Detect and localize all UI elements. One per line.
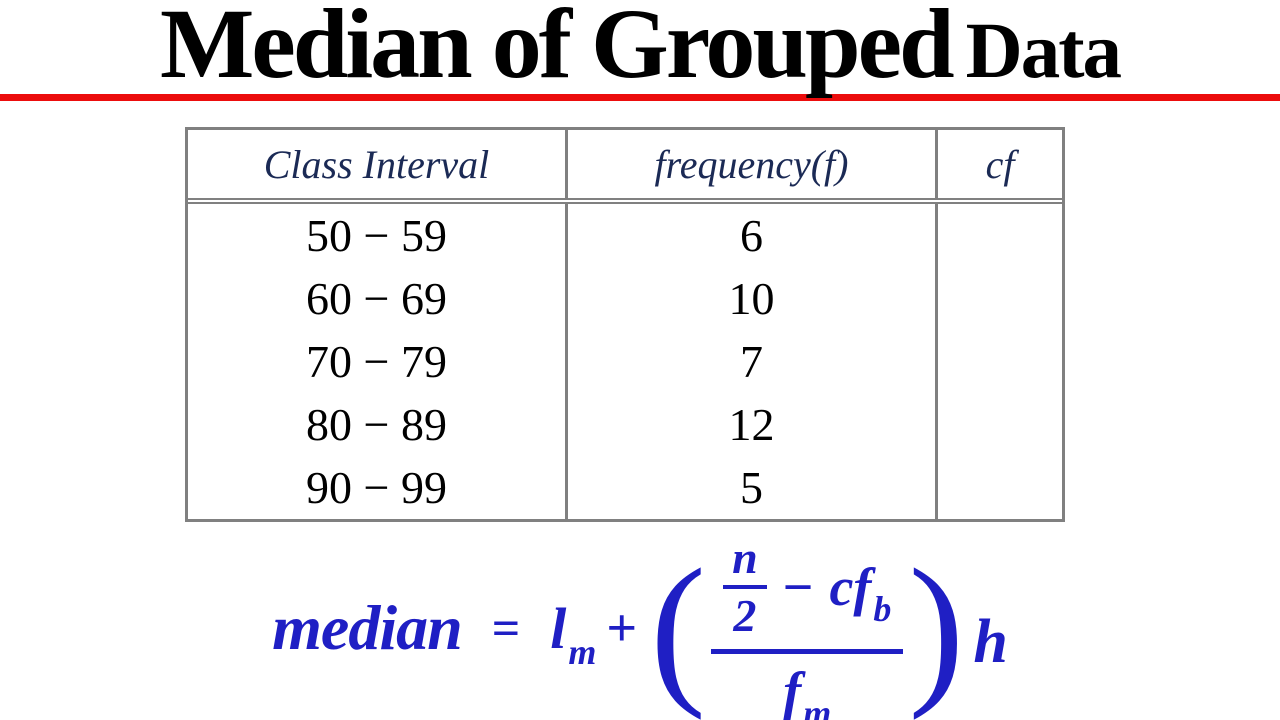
table-cell-interval: 80 − 89 <box>306 399 447 450</box>
red-underline-rule <box>0 94 1280 101</box>
close-parenthesis: ) <box>908 535 965 720</box>
formula-minus-sign: − <box>782 556 814 617</box>
formula-equals-sign: = <box>491 600 521 656</box>
formula-l: l <box>550 595 567 661</box>
table-cell-frequency: 6 <box>740 210 763 261</box>
title-text-suffix: Data <box>965 8 1122 95</box>
formula-fraction: n 2 − cfb fm <box>711 534 904 720</box>
formula-plus-sign: + <box>606 598 638 658</box>
header-class-interval: Class Interval <box>188 130 568 198</box>
title-text-main: Median of Grouped <box>159 0 955 99</box>
table-cell-frequency: 7 <box>740 336 763 387</box>
n-over-2-fraction: n 2 <box>723 534 767 641</box>
table-cell-interval: 70 − 79 <box>306 336 447 387</box>
formula-cfb-term: cfb <box>829 556 891 627</box>
open-parenthesis: ( <box>650 535 707 720</box>
page-title: Median of Grouped Data <box>0 0 1280 122</box>
column-cf <box>938 204 1062 519</box>
table-cell-cf <box>938 330 1062 393</box>
table-header-row: Class Interval frequency(f) cf <box>188 130 1062 200</box>
formula-lm-term: lm <box>550 595 596 670</box>
table-cell-cf <box>938 456 1062 519</box>
median-formula: median = lm + ( n 2 − cfb fm ) h <box>0 534 1280 720</box>
fraction-numerator: n 2 − cfb <box>711 534 904 654</box>
frequency-table: Class Interval frequency(f) cf 50 − 59 6… <box>185 127 1065 522</box>
table-cell-interval: 90 − 99 <box>306 462 447 513</box>
formula-two: 2 <box>733 589 757 641</box>
formula-f: f <box>783 660 802 720</box>
formula-f-subscript: m <box>803 692 832 720</box>
header-cf: cf <box>985 141 1015 187</box>
table-cell-interval: 60 − 69 <box>306 273 447 324</box>
formula-h-term: h <box>973 607 1008 676</box>
table-body: 50 − 59 60 − 69 70 − 79 80 − 89 90 − 99 … <box>188 202 1062 519</box>
formula-median-word: median <box>272 592 463 663</box>
formula-l-subscript: m <box>568 631 597 672</box>
table-cell-frequency: 5 <box>740 462 763 513</box>
table-cell-frequency: 10 <box>728 273 775 324</box>
formula-cf: cf <box>829 556 872 617</box>
table-cell-cf <box>938 204 1062 267</box>
table-cell-frequency: 12 <box>728 399 775 450</box>
fraction-denominator: fm <box>783 654 831 720</box>
formula-cf-subscript: b <box>873 588 892 629</box>
column-frequency: 6 10 7 12 5 <box>568 204 938 519</box>
column-class-interval: 50 − 59 60 − 69 70 − 79 80 − 89 90 − 99 <box>188 204 568 519</box>
formula-n: n <box>723 534 767 589</box>
header-frequency: frequency(f) <box>568 130 938 198</box>
table-cell-interval: 50 − 59 <box>306 210 447 261</box>
table-cell-cf <box>938 393 1062 456</box>
table-cell-cf <box>938 267 1062 330</box>
